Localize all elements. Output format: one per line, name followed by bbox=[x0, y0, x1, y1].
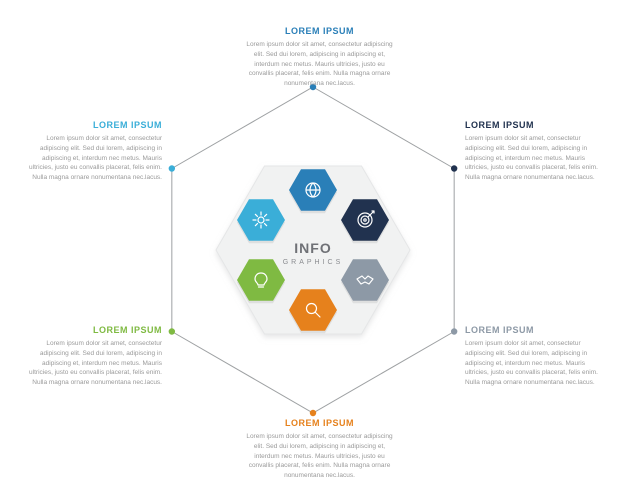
body-top-right: Lorem ipsum dolor sit amet, consectetur … bbox=[465, 134, 607, 183]
text-block-top-left: LOREM IPSUM Lorem ipsum dolor sit amet, c… bbox=[20, 120, 162, 183]
center-title: INFO bbox=[294, 240, 331, 256]
hex-top-left bbox=[237, 199, 285, 241]
globe-icon bbox=[306, 183, 320, 197]
text-block-bottom-left: LOREM IPSUM Lorem ipsum dolor sit amet, c… bbox=[20, 325, 162, 388]
handshake-icon bbox=[357, 276, 373, 284]
connector-dot-bottom bbox=[310, 410, 316, 416]
title-top-left: LOREM IPSUM bbox=[20, 120, 162, 130]
title-bottom-left: LOREM IPSUM bbox=[20, 325, 162, 335]
tile-bottom-left bbox=[237, 259, 285, 303]
tile-top-left bbox=[237, 199, 285, 243]
title-top-right: LOREM IPSUM bbox=[465, 120, 607, 130]
title-bottom: LOREM IPSUM bbox=[242, 418, 397, 428]
body-bottom-right: Lorem ipsum dolor sit amet, consectetur … bbox=[465, 339, 607, 388]
tile-top bbox=[289, 169, 337, 213]
hex-bottom-right bbox=[341, 259, 389, 301]
connector-dot-bottom-left bbox=[169, 328, 175, 334]
title-bottom-right: LOREM IPSUM bbox=[465, 325, 607, 335]
tile-top-right bbox=[341, 199, 389, 243]
text-block-bottom: LOREM IPSUM Lorem ipsum dolor sit amet, c… bbox=[242, 418, 397, 481]
hex-top bbox=[289, 169, 337, 211]
connector-dot-top-left bbox=[169, 165, 175, 171]
hex-bottom bbox=[289, 289, 337, 331]
connector-dot-bottom-right bbox=[451, 328, 457, 334]
hex-bottom-left bbox=[237, 259, 285, 301]
gear-icon bbox=[253, 212, 269, 228]
tile-bottom bbox=[289, 289, 337, 333]
connector-dot-top bbox=[310, 84, 316, 90]
target-icon bbox=[358, 211, 374, 227]
outer-hexagon bbox=[172, 87, 454, 413]
tile-bottom-right bbox=[341, 259, 389, 303]
text-block-bottom-right: LOREM IPSUM Lorem ipsum dolor sit amet, c… bbox=[465, 325, 607, 388]
body-bottom-left: Lorem ipsum dolor sit amet, consectetur … bbox=[20, 339, 162, 388]
connector-dot-top-right bbox=[451, 165, 457, 171]
body-bottom: Lorem ipsum dolor sit amet, consectetur … bbox=[242, 432, 397, 481]
body-top-left: Lorem ipsum dolor sit amet, consectetur … bbox=[20, 134, 162, 183]
center-subtitle: GRAPHICS bbox=[283, 259, 344, 266]
bulb-icon bbox=[255, 273, 267, 287]
infographic-stage: INFO GRAPHICS LOREM IPSUM Lorem ipsum dolo… bbox=[0, 0, 626, 501]
body-top: Lorem ipsum dolor sit amet, consectetur … bbox=[242, 40, 397, 89]
text-block-top: LOREM IPSUM Lorem ipsum dolor sit amet, c… bbox=[242, 26, 397, 89]
hex-top-right bbox=[341, 199, 389, 241]
inner-hexagon bbox=[216, 166, 410, 334]
diagram-svg: INFO GRAPHICS bbox=[0, 0, 626, 501]
text-block-top-right: LOREM IPSUM Lorem ipsum dolor sit amet, c… bbox=[465, 120, 607, 183]
search-icon bbox=[307, 304, 321, 318]
title-top: LOREM IPSUM bbox=[242, 26, 397, 36]
